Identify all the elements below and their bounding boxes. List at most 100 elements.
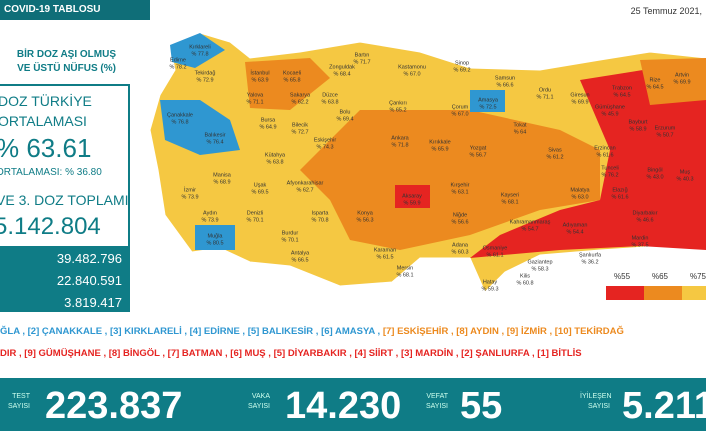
- province-name: Trabzon: [612, 85, 632, 91]
- province-value: % 67.0: [451, 111, 468, 117]
- province-name: Tunceli: [601, 165, 619, 171]
- province-value: % 68.1: [501, 199, 518, 205]
- province-value: % 71.7: [353, 59, 370, 65]
- province-name: Edirne: [170, 57, 186, 63]
- legend-label: %55: [614, 272, 631, 281]
- province-value: % 73.9: [181, 194, 198, 200]
- province-name: Mersin: [397, 265, 414, 271]
- province-name: Zonguldak: [329, 64, 355, 70]
- province-value: % 60.3: [451, 249, 468, 255]
- row: 22.840.591: [56, 273, 122, 288]
- stats-bar: TEST SAYISI 223.837 VAKA SAYISI 14.230 VEFAT SA…: [0, 378, 706, 431]
- third-title: VE 3. DOZ TOPLAMI: [0, 192, 129, 208]
- province-name: Tokat: [513, 122, 527, 128]
- province-name: Eskişehir: [314, 137, 336, 143]
- province-value: % 43.0: [646, 174, 663, 180]
- stat-label-line: SAYISI: [247, 403, 270, 410]
- province-name: Samsun: [495, 75, 515, 81]
- stat-value: 14.230: [285, 385, 402, 427]
- province-name: Ankara: [391, 135, 409, 141]
- province-value: % 77.8: [191, 51, 208, 57]
- province-name: Kocaeli: [283, 70, 301, 76]
- province-name: Amasya: [478, 97, 499, 103]
- province-value: % 73.9: [201, 217, 218, 223]
- province-value: % 68.1: [396, 272, 413, 278]
- province-name: Adıyaman: [563, 222, 588, 228]
- province-value: % 76.2: [601, 172, 618, 178]
- province-value: % 65.8: [283, 77, 300, 83]
- stat-label-line: VEFAT: [426, 393, 448, 400]
- bottom-ranking: DIR , [9] GÜMÜŞHANE , [8] BİNGÖL , [7] B…: [0, 348, 582, 359]
- stat-label-line: SAYISI: [425, 403, 448, 410]
- province-name: İstanbul: [250, 69, 269, 76]
- stat-label-line: İYİLEŞEN: [580, 393, 612, 400]
- province-name: Sakarya: [290, 92, 311, 98]
- stat-label: İYİLEŞEN SAYISI: [580, 392, 612, 412]
- province-value: % 63.9: [251, 77, 268, 83]
- province-value: % 46.6: [636, 217, 653, 223]
- top-ranking: ĞLA , [2] ÇANAKKALE , [3] KIRKLARELİ , […: [0, 326, 624, 337]
- province-value: % 56.6: [451, 219, 468, 225]
- province-name: Balıkesir: [204, 132, 225, 138]
- province-name: Sivas: [548, 147, 562, 153]
- province-name: Şanlıurfa: [579, 252, 602, 258]
- province-value: % 56.7: [469, 152, 486, 158]
- province-value: % 72.5: [479, 104, 496, 110]
- province-name: Osmaniye: [483, 245, 508, 251]
- province-name: Gümüşhane: [595, 104, 625, 110]
- province-name: Hatay: [483, 279, 498, 285]
- province-value: % 80.5: [206, 240, 223, 246]
- stat-label-line: TEST: [12, 393, 30, 400]
- province-name: Burdur: [282, 230, 299, 236]
- top-blue: ĞLA , [2] ÇANAKKALE , [3] KIRKLARELİ , […: [0, 326, 381, 337]
- province-value: % 63.8: [266, 159, 283, 165]
- heading-line: VE ÜSTÜ NÜFUS (%): [17, 63, 116, 74]
- province-value: % 61.6: [596, 152, 613, 158]
- province-name: Kahramanmaraş: [510, 219, 551, 225]
- row: 39.482.796: [56, 251, 122, 266]
- province-value: % 62.7: [296, 187, 313, 193]
- province-value: % 76.4: [206, 139, 223, 145]
- legend-label: %65: [651, 272, 668, 281]
- province-value: % 64.5: [613, 92, 630, 98]
- row: 3.819.417: [64, 295, 122, 310]
- province-name: Bilecik: [292, 122, 308, 128]
- stat-value: 223.837: [45, 385, 183, 427]
- province-name: Isparta: [312, 210, 330, 216]
- province-name: Denizli: [247, 210, 264, 216]
- province-value: % 69.4: [336, 116, 353, 122]
- province-value: % 66.6: [496, 82, 513, 88]
- title-bar: [0, 0, 150, 20]
- province-name: Niğde: [453, 212, 467, 218]
- date: 25 Temmuz 2021,: [630, 6, 702, 16]
- province-value: % 66.5: [291, 257, 308, 263]
- stat-label: VAKA SAYISI: [240, 392, 270, 412]
- province-value: % 70.1: [246, 217, 263, 223]
- province-name: Bursa: [261, 117, 276, 123]
- province-name: Mardin: [632, 235, 649, 241]
- province-value: % 76.8: [171, 119, 188, 125]
- province-value: % 64.9: [259, 124, 276, 130]
- province-name: Muğla: [208, 233, 224, 239]
- province-name: Karaman: [374, 247, 396, 253]
- province-value: % 63.1: [451, 189, 468, 195]
- second-avg: ORTALAMASI: % 36.80: [0, 167, 102, 178]
- avg-title: DOZ TÜRKİYE ORTALAMASI: [0, 91, 92, 131]
- province-name: Çanakkale: [167, 112, 193, 118]
- province-value: % 54.4: [566, 229, 583, 235]
- province-name: Aydın: [203, 210, 217, 216]
- province-value: % 63.0: [571, 194, 588, 200]
- province-value: % 70.1: [281, 237, 298, 243]
- province-value: % 58.3: [531, 266, 548, 272]
- province-name: Yozgat: [470, 145, 487, 151]
- province-name: Erzincan: [594, 145, 615, 151]
- province-value: % 65.9: [431, 146, 448, 152]
- province-value: % 62.2: [291, 99, 308, 105]
- province-value: % 68.4: [333, 71, 350, 77]
- stat-label: TEST SAYISI: [0, 392, 30, 412]
- province-name: Afyonkarahisar: [287, 180, 324, 186]
- province-name: Kırklareli: [189, 44, 210, 50]
- province-value: % 68.9: [213, 179, 230, 185]
- province-name: Tekirdağ: [195, 70, 216, 76]
